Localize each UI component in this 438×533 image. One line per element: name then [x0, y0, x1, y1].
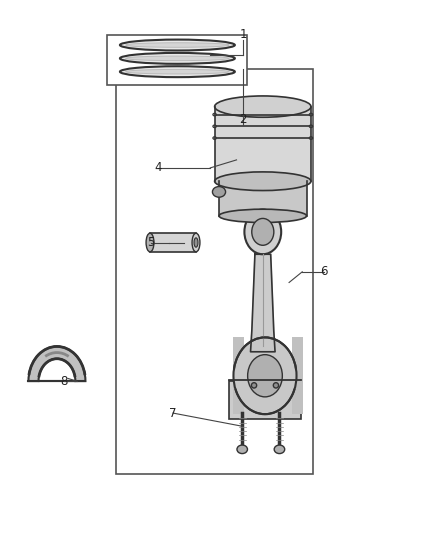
Polygon shape [251, 254, 275, 352]
Ellipse shape [237, 445, 247, 454]
Ellipse shape [213, 125, 216, 127]
Ellipse shape [146, 233, 154, 252]
Ellipse shape [126, 56, 229, 61]
Ellipse shape [309, 137, 313, 140]
Ellipse shape [194, 238, 198, 247]
Bar [292, 337, 303, 414]
Ellipse shape [215, 96, 311, 117]
Ellipse shape [309, 125, 313, 127]
Ellipse shape [247, 354, 283, 397]
Bar [107, 35, 247, 85]
Text: 8: 8 [60, 375, 67, 387]
Ellipse shape [126, 69, 229, 74]
Ellipse shape [213, 114, 216, 116]
Bar [116, 69, 313, 474]
Ellipse shape [212, 187, 226, 197]
Bar [215, 107, 311, 181]
Ellipse shape [120, 39, 235, 51]
Ellipse shape [274, 445, 285, 454]
Ellipse shape [252, 219, 274, 245]
Text: 2: 2 [239, 114, 247, 126]
Bar [233, 337, 244, 414]
Text: 5: 5 [148, 236, 155, 249]
Ellipse shape [120, 53, 235, 64]
Ellipse shape [233, 337, 297, 414]
Text: 7: 7 [169, 407, 177, 419]
Ellipse shape [219, 209, 307, 223]
Ellipse shape [213, 137, 216, 140]
Ellipse shape [244, 209, 281, 254]
Text: 6: 6 [320, 265, 328, 278]
Bar [150, 233, 196, 252]
Ellipse shape [309, 114, 313, 116]
Ellipse shape [192, 233, 200, 252]
Ellipse shape [251, 383, 257, 388]
Ellipse shape [126, 43, 229, 47]
Ellipse shape [273, 383, 279, 388]
Text: 4: 4 [154, 161, 162, 174]
Wedge shape [28, 346, 85, 381]
Text: 1: 1 [239, 28, 247, 41]
Bar [229, 381, 301, 419]
Ellipse shape [215, 172, 311, 191]
Bar [219, 181, 307, 216]
Ellipse shape [120, 66, 235, 77]
